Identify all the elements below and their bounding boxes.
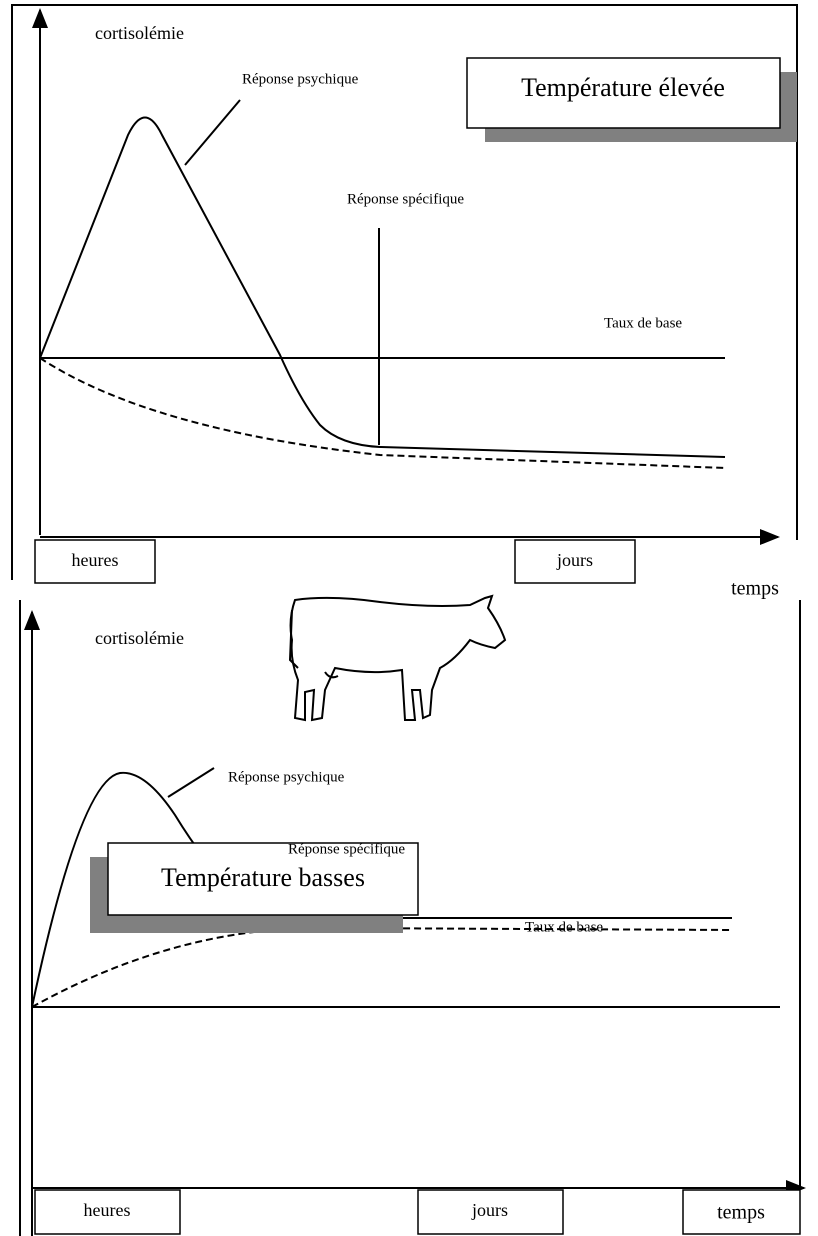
x-label: heures	[84, 1200, 131, 1220]
dashed-curve	[31, 926, 733, 1008]
label: Taux de base	[604, 315, 682, 331]
x-label: jours	[556, 550, 593, 570]
x-box	[34, 539, 156, 584]
x-label: heures	[72, 550, 119, 570]
panel-top: Température élevée cortisolémie Réponse …	[11, 4, 798, 600]
title-box	[107, 842, 419, 916]
dashed-curve	[39, 357, 726, 469]
x-box	[34, 1189, 181, 1235]
label: Réponse spécifique	[288, 841, 405, 857]
panel-bottom: Température basses cortisolémie Réponse …	[19, 600, 806, 1236]
x-label: jours	[471, 1200, 508, 1220]
label: Réponse psychique	[242, 71, 359, 87]
curve	[39, 116, 726, 458]
frame	[11, 4, 798, 580]
y-label: cortisolémie	[95, 23, 184, 43]
x-box	[514, 539, 636, 584]
pointer	[184, 99, 241, 166]
title: Température basses	[161, 863, 365, 892]
frame	[19, 600, 801, 1236]
x-box	[682, 1189, 801, 1235]
label: Taux de base	[525, 919, 603, 935]
pointer	[167, 767, 215, 798]
x-axis-label: temps	[717, 1202, 765, 1224]
label: Réponse spécifique	[347, 191, 464, 207]
title-box	[466, 57, 781, 129]
x-axis-label: temps	[731, 578, 779, 600]
y-label: cortisolémie	[95, 628, 184, 648]
cow	[288, 594, 507, 722]
title: Température élevée	[521, 73, 725, 102]
x-box	[417, 1189, 564, 1235]
label: Réponse psychique	[228, 769, 345, 785]
